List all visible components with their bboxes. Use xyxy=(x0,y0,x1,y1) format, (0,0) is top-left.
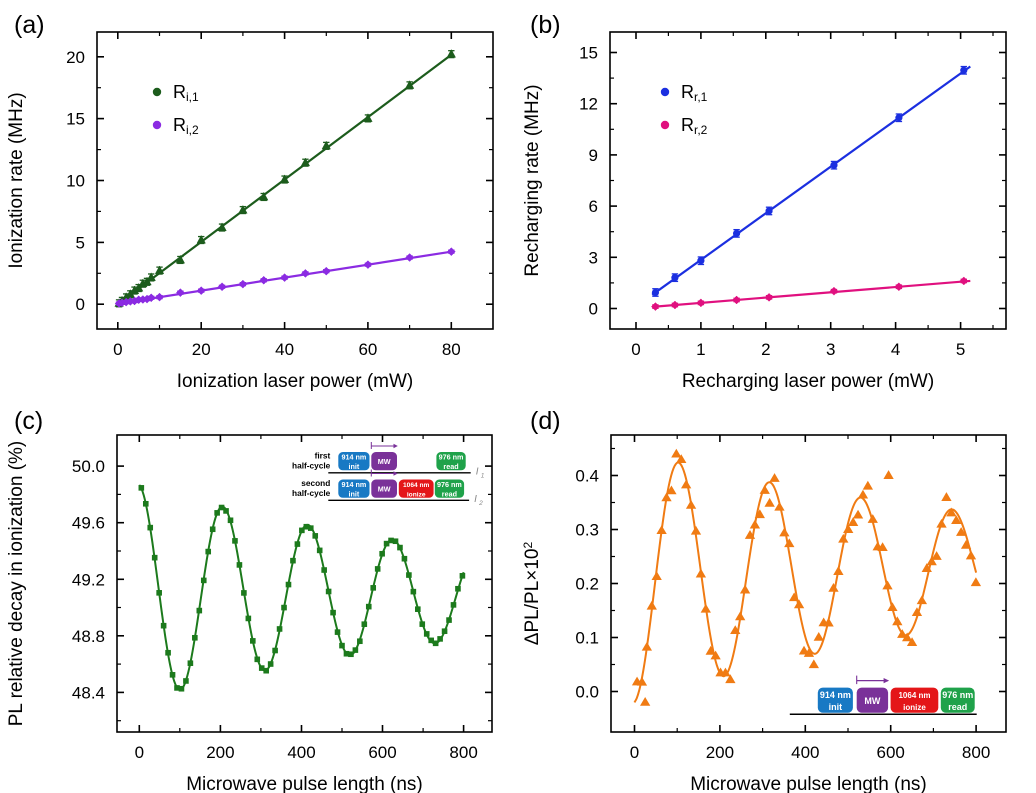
svg-text:60: 60 xyxy=(358,340,377,359)
svg-text:9: 9 xyxy=(589,146,598,165)
svg-text:Rr,2: Rr,2 xyxy=(681,115,708,137)
svg-text:Ri,2: Ri,2 xyxy=(173,115,199,137)
svg-text:init: init xyxy=(829,702,843,712)
svg-text:0.3: 0.3 xyxy=(575,521,599,540)
svg-text:20: 20 xyxy=(192,340,211,359)
svg-text:15: 15 xyxy=(66,110,85,129)
svg-text:Ionization rate (MHz): Ionization rate (MHz) xyxy=(6,92,27,268)
svg-text:0.1: 0.1 xyxy=(575,629,599,648)
svg-text:0: 0 xyxy=(631,340,640,359)
svg-text:976 nm: 976 nm xyxy=(439,453,464,462)
svg-text:1: 1 xyxy=(481,472,485,479)
svg-text:MW: MW xyxy=(378,457,391,466)
svg-text:0.4: 0.4 xyxy=(575,467,599,486)
svg-text:Ionization laser power (mW): Ionization laser power (mW) xyxy=(177,371,414,392)
svg-text:0: 0 xyxy=(113,340,122,359)
svg-text:first: first xyxy=(315,451,331,461)
svg-text:914 nm: 914 nm xyxy=(342,453,367,462)
svg-text:976 nm: 976 nm xyxy=(437,480,462,489)
svg-text:15: 15 xyxy=(579,44,598,63)
svg-text:800: 800 xyxy=(962,743,990,762)
svg-text:400: 400 xyxy=(791,743,819,762)
svg-text:Microwave pulse length (ns): Microwave pulse length (ns) xyxy=(690,774,927,793)
svg-text:PL relative decay in ionizatio: PL relative decay in ionization (%) xyxy=(6,441,27,727)
svg-text:Recharging rate (MHz): Recharging rate (MHz) xyxy=(522,84,543,276)
svg-text:976 nm: 976 nm xyxy=(942,690,973,700)
svg-text:600: 600 xyxy=(877,743,905,762)
svg-text:read: read xyxy=(948,702,967,712)
svg-text:half-cycle: half-cycle xyxy=(292,488,331,498)
svg-text:3: 3 xyxy=(826,340,835,359)
svg-text:914 nm: 914 nm xyxy=(820,690,851,700)
svg-text:80: 80 xyxy=(442,340,461,359)
svg-text:10: 10 xyxy=(66,172,85,191)
svg-text:(d): (d) xyxy=(530,407,561,435)
svg-text:50.0: 50.0 xyxy=(72,457,105,476)
svg-text:MW: MW xyxy=(378,485,391,494)
svg-text:40: 40 xyxy=(275,340,294,359)
svg-text:read: read xyxy=(442,490,457,499)
svg-text:600: 600 xyxy=(368,743,396,762)
svg-text:init: init xyxy=(349,462,360,471)
svg-text:1064 nm: 1064 nm xyxy=(898,691,930,700)
svg-text:ionize: ionize xyxy=(407,492,426,499)
svg-text:Rr,1: Rr,1 xyxy=(681,82,708,104)
svg-text:0: 0 xyxy=(76,295,85,314)
svg-text:49.2: 49.2 xyxy=(72,570,105,589)
svg-text:0: 0 xyxy=(135,743,144,762)
svg-text:914 nm: 914 nm xyxy=(342,480,367,489)
svg-text:I: I xyxy=(476,466,479,477)
svg-text:Recharging laser power (mW): Recharging laser power (mW) xyxy=(682,371,934,392)
svg-text:5: 5 xyxy=(76,233,85,252)
svg-text:ionize: ionize xyxy=(903,703,926,712)
svg-text:20: 20 xyxy=(66,48,85,67)
svg-text:800: 800 xyxy=(449,743,477,762)
svg-text:I: I xyxy=(474,494,477,505)
svg-text:2: 2 xyxy=(478,500,483,507)
svg-text:4: 4 xyxy=(891,340,900,359)
svg-text:0: 0 xyxy=(630,743,639,762)
svg-text:5: 5 xyxy=(956,340,965,359)
svg-text:read: read xyxy=(443,462,458,471)
svg-text:48.4: 48.4 xyxy=(72,683,105,702)
svg-text:3: 3 xyxy=(589,248,598,267)
svg-text:2: 2 xyxy=(761,340,770,359)
svg-text:1064 nm: 1064 nm xyxy=(403,482,430,489)
svg-text:Microwave pulse length (ns): Microwave pulse length (ns) xyxy=(186,774,423,793)
svg-text:(b): (b) xyxy=(530,11,561,39)
svg-text:(a): (a) xyxy=(14,11,45,39)
svg-text:(c): (c) xyxy=(14,407,43,435)
svg-text:48.8: 48.8 xyxy=(72,627,105,646)
svg-text:second: second xyxy=(301,478,330,488)
svg-text:0.2: 0.2 xyxy=(575,575,599,594)
svg-text:Ri,1: Ri,1 xyxy=(173,82,199,104)
svg-text:400: 400 xyxy=(287,743,315,762)
svg-text:init: init xyxy=(349,490,360,499)
svg-text:half-cycle: half-cycle xyxy=(292,461,331,471)
svg-text:200: 200 xyxy=(206,743,234,762)
svg-text:1: 1 xyxy=(696,340,705,359)
svg-text:0.0: 0.0 xyxy=(575,683,599,702)
svg-text:12: 12 xyxy=(579,95,598,114)
svg-text:ΔPL/PL×102: ΔPL/PL×102 xyxy=(521,542,543,646)
svg-text:200: 200 xyxy=(706,743,734,762)
svg-text:6: 6 xyxy=(589,197,598,216)
svg-text:49.6: 49.6 xyxy=(72,514,105,533)
svg-text:MW: MW xyxy=(864,696,880,706)
svg-text:0: 0 xyxy=(589,300,598,319)
